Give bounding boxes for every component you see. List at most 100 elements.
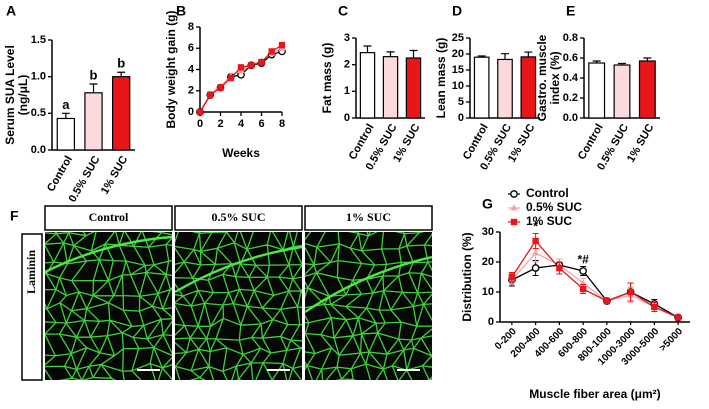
y-tick-label: 2	[344, 59, 350, 71]
laminin-network	[305, 232, 432, 380]
y-tick-label: 20	[482, 256, 494, 268]
bar	[497, 58, 513, 119]
laminin-vessel	[45, 235, 172, 274]
y-tick-label: 0	[458, 112, 464, 124]
marker	[237, 64, 245, 71]
column-header	[304, 205, 433, 231]
error-bar	[643, 57, 652, 61]
panel-letter: E	[566, 3, 575, 19]
y-tick-label: 1.5	[31, 34, 46, 46]
row-label: Laminin	[24, 250, 38, 294]
y-tick-label: 20	[452, 48, 464, 60]
x-tick-label: Control	[45, 154, 75, 194]
marker	[207, 91, 214, 99]
bar	[56, 117, 76, 151]
annotation: b	[90, 67, 98, 82]
error-bar	[524, 51, 533, 57]
legend-marker	[510, 204, 518, 211]
y-tick-label: 15	[452, 64, 464, 76]
laminin-edges	[305, 232, 432, 380]
marker	[196, 108, 204, 116]
error-bar	[477, 55, 486, 58]
y-tick-label: 0.0	[31, 144, 46, 156]
marker	[651, 303, 658, 311]
y-tick-label: 0.5	[31, 107, 46, 119]
x-axis-label: Muscle fiber area (μm²)	[529, 387, 660, 401]
y-axis-label: index (%)	[548, 51, 562, 104]
y-tick-label: 0	[488, 316, 494, 328]
bar	[520, 56, 537, 119]
y-tick-label: 5	[458, 96, 464, 108]
y-axis-label: Distribution (%)	[460, 232, 474, 321]
bar	[613, 64, 631, 119]
y-tick-label: 0	[188, 106, 194, 118]
marker	[217, 84, 224, 91]
bar	[638, 60, 656, 119]
annotation: a	[62, 97, 70, 112]
marker	[603, 297, 611, 305]
bar	[382, 56, 399, 119]
series-line	[511, 239, 679, 319]
row-header	[21, 233, 43, 381]
y-axis-label: Serum SUA Level	[3, 45, 17, 145]
y-tick-label: 1	[344, 85, 350, 97]
legend-label: Control	[526, 186, 569, 200]
panel-letter: B	[176, 3, 186, 19]
error-bar	[386, 51, 395, 57]
x-tick-label: 2	[217, 118, 223, 130]
marker	[531, 264, 540, 272]
bar	[84, 92, 103, 151]
x-tick-label: >5000	[657, 326, 685, 354]
x-tick-label: 8	[279, 118, 285, 130]
marker	[268, 48, 275, 55]
panel-letter: C	[338, 3, 348, 19]
marker	[674, 314, 682, 321]
y-tick-label: 2	[188, 85, 194, 97]
y-tick-label: 1.0	[31, 71, 46, 83]
column-label: 1% SUC	[346, 210, 391, 224]
bar	[359, 52, 376, 119]
y-tick-label: 0.0	[563, 112, 578, 124]
y-axis-label: Fat mass (g)	[320, 43, 334, 114]
legend-label: 0.5% SUC	[526, 200, 582, 214]
column-header	[174, 205, 303, 231]
laminin-vessel	[305, 255, 432, 313]
y-tick-label: 0	[344, 112, 350, 124]
y-tick-label: 30	[482, 226, 494, 238]
y-tick-label: 3	[344, 32, 350, 44]
error-bar	[89, 83, 98, 93]
y-tick-label: 0.2	[563, 92, 578, 104]
marker	[556, 264, 563, 272]
legend-label: 1% SUC	[526, 214, 572, 228]
y-axis-label: (ng/μL)	[16, 75, 30, 116]
error-bar	[592, 60, 601, 63]
marker	[579, 279, 587, 286]
marker	[627, 288, 634, 296]
annotation: *	[533, 220, 538, 234]
error-bar	[618, 62, 626, 65]
column-label: 0.5% SUC	[211, 210, 265, 224]
series-line	[511, 264, 679, 319]
error-bar	[363, 45, 372, 53]
y-axis-label: Body weight gain (g)	[164, 11, 178, 129]
panel-letter: A	[6, 3, 16, 19]
marker	[227, 74, 234, 82]
marker	[508, 273, 516, 281]
laminin-vessel	[175, 245, 302, 294]
y-tick-label: 10	[482, 286, 494, 298]
y-tick-label: 4	[188, 63, 195, 75]
marker	[532, 249, 540, 256]
annotation: *#	[577, 253, 589, 267]
panel-letter: D	[452, 3, 462, 19]
laminin-edges	[175, 232, 302, 380]
bar	[405, 57, 422, 119]
y-axis-label: Gastro. muscle	[535, 34, 549, 121]
y-tick-label: 6	[188, 42, 194, 54]
bar	[111, 76, 131, 151]
x-tick-label: 1% SUC	[99, 154, 131, 197]
y-tick-label: 0.4	[563, 72, 579, 84]
marker	[278, 41, 286, 49]
error-bar	[117, 71, 126, 77]
y-tick-label: 25	[452, 32, 464, 44]
marker	[579, 285, 587, 293]
